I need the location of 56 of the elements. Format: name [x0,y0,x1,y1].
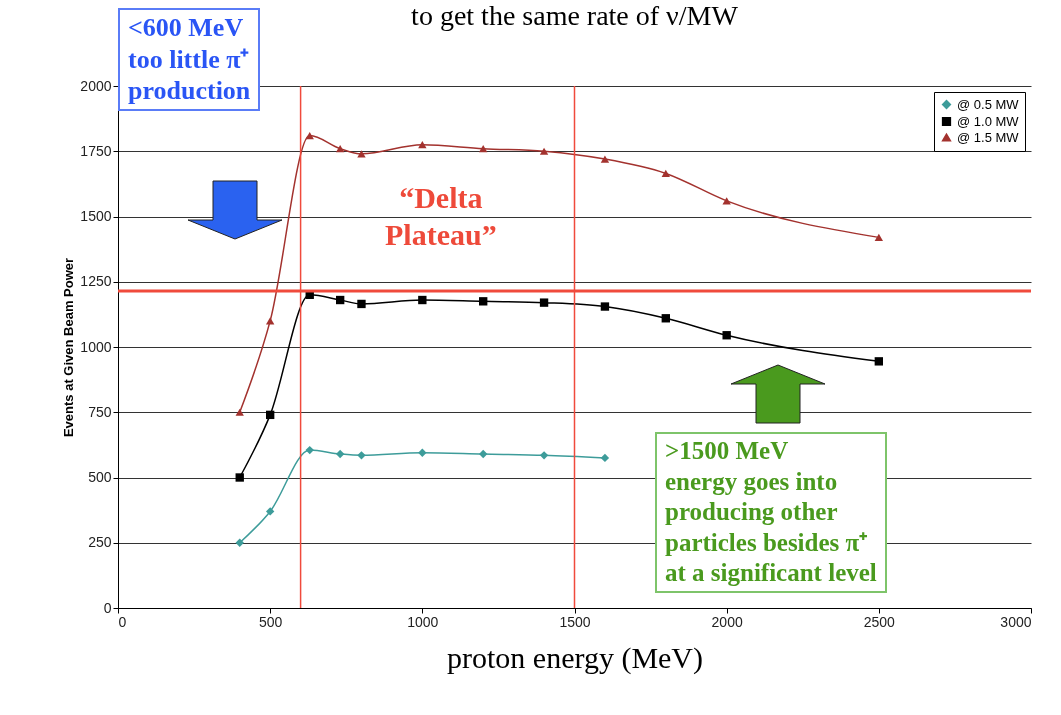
y-tick-label: 500 [88,469,112,485]
point [305,131,314,140]
point [235,538,244,547]
point [235,408,244,416]
x-tick-label: 2000 [711,613,743,630]
point [357,451,366,460]
point [479,449,488,459]
legend-label: @ 1.5 MW [957,129,1020,145]
point [265,507,275,516]
point [722,197,731,205]
y-tick-label: 0 [103,599,112,616]
y-tick-label: 1000 [80,338,112,355]
point [418,141,427,149]
point [661,314,670,323]
point [874,357,884,366]
point [600,302,610,311]
point [539,451,549,460]
x-tick-label: 3000 [1000,613,1032,630]
x-tick-label: 1500 [559,613,591,630]
y-tick-label: 250 [88,534,112,551]
point [722,331,731,340]
point [335,145,345,153]
x-tick-label: 2500 [863,613,896,630]
annotation: <600 MeV too little π⁺ production [118,8,261,112]
point [479,297,488,306]
annotation: >1500 MeV energy goes into producing other particles besides π⁺ at a significant level [655,432,887,593]
point [357,299,366,309]
y-axis-title: Events at Given Beam Power [61,257,77,438]
x-tick-label: 1000 [407,613,439,630]
point [600,453,610,463]
annotation: “Delta Plateau” [385,180,497,253]
point [418,448,427,457]
y-tick-label: 1500 [80,208,112,224]
chart-title: to get the same rate of ν/MW [411,0,739,31]
point [418,295,427,305]
point [335,295,345,305]
x-tick-label: 500 [258,613,283,630]
point [305,445,314,455]
y-tick-label: 1750 [80,142,112,159]
x-axis-title: proton energy (MeV) [446,640,704,675]
y-tick-label: 1250 [80,273,112,290]
point [265,410,275,420]
y-tick-label: 2000 [80,77,112,94]
point [265,317,275,325]
point [874,233,884,241]
point [539,147,549,155]
x-tick-label: 0 [118,613,127,630]
point [479,145,488,153]
point [539,298,549,307]
point [235,473,244,482]
legend-label: @ 1.0 MW [957,113,1020,129]
point [335,449,345,459]
point [661,169,670,178]
y-tick-label: 750 [88,403,112,420]
point [600,155,610,163]
legend-label: @ 0.5 MW [957,96,1020,112]
